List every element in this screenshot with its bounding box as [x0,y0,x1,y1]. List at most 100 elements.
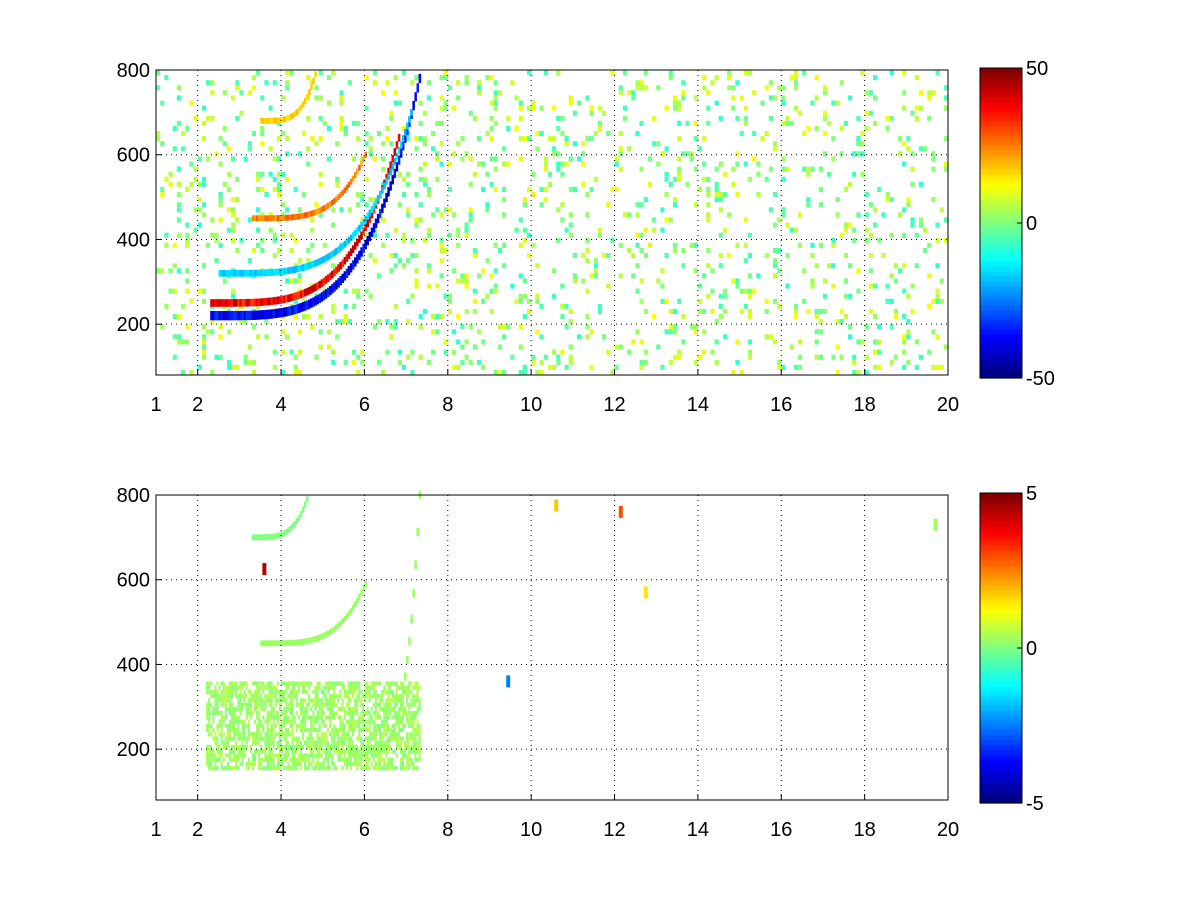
heatmap-cell [272,237,277,243]
heatmap-cell [356,136,361,142]
heatmap-cell [233,749,236,754]
heatmap-cell [510,354,515,360]
heatmap-cell [391,766,394,771]
heatmap-cell [906,329,911,335]
heatmap-cell [314,259,317,267]
heatmap-cell [652,141,657,147]
heatmap-cell [347,706,350,711]
heatmap-cell [702,329,707,335]
heatmap-cell [702,85,707,91]
heatmap-cell [368,740,371,745]
heatmap-cell [518,105,523,111]
x-tick-label: 12 [603,819,625,841]
heatmap-cell [456,80,461,86]
heatmap-cell [397,202,402,208]
heatmap-cell [404,706,407,711]
heatmap-cell [404,672,407,681]
heatmap-cell [185,268,190,274]
heatmap-cell [356,168,359,175]
heatmap-cell [320,736,323,741]
heatmap-cell [341,189,344,196]
heatmap-cell [814,339,819,345]
heatmap-cell [279,753,282,758]
heatmap-cell [848,324,853,330]
heatmap-cell [772,263,778,269]
heatmap-cell [818,202,823,208]
heatmap-cell [343,125,348,131]
heatmap-cell [806,125,811,131]
heatmap-cell [385,232,390,238]
heatmap-cell [835,369,840,375]
heatmap-cell [618,344,623,350]
heatmap-cell [241,753,244,758]
heatmap-cell [702,308,707,314]
heatmap-cell [347,80,352,86]
heatmap-cell [831,263,836,269]
heatmap-cell [341,749,344,754]
heatmap-cell [349,744,352,750]
heatmap-cell [635,202,640,208]
heatmap-cell [222,694,225,699]
heatmap-cell [341,766,344,771]
heatmap-cell [660,283,665,289]
heatmap-cell [597,303,603,309]
heatmap-cell [527,136,532,142]
heatmap-cell [839,125,844,131]
heatmap-cell [249,698,252,703]
heatmap-cell [410,757,413,762]
heatmap-cell [456,95,461,101]
heatmap-cell [362,156,365,163]
heatmap-cell [399,744,402,750]
heatmap-cell [381,766,384,771]
heatmap-cell [339,694,342,699]
heatmap-cell [368,197,373,203]
heatmap-cell [366,711,369,716]
heatmap-cell [472,344,477,350]
heatmap-cell [214,711,217,716]
heatmap-cell [672,95,678,101]
heatmap-cell [354,744,357,750]
colorbar-swatch [980,769,1022,775]
heatmap-cell [399,715,402,720]
heatmap-cell [339,319,344,325]
heatmap-cell [291,293,294,301]
heatmap-cell [256,215,259,222]
heatmap-cell [231,207,236,213]
heatmap-cell [297,278,302,284]
heatmap-cell [493,242,498,248]
heatmap-cell [218,694,221,699]
heatmap-cell [935,222,940,228]
heatmap-cell [660,227,665,233]
heatmap-cell [297,685,300,690]
heatmap-cell [560,171,565,177]
heatmap-cell [410,293,415,299]
heatmap-cell [347,698,350,703]
heatmap-cell [276,766,279,771]
heatmap-cell [902,364,907,370]
heatmap-cell [401,125,407,131]
heatmap-cell [341,740,344,745]
heatmap-cell [414,711,417,716]
heatmap-cell [610,369,615,375]
heatmap-cell [489,308,494,314]
heatmap-cell [304,288,307,297]
heatmap-cell [237,715,240,720]
heatmap-cell [389,702,392,707]
heatmap-cell [324,685,327,690]
heatmap-cell [324,744,327,750]
colorbar-swatch [980,140,1022,147]
heatmap-cell [260,310,263,320]
heatmap-cell [731,166,736,172]
heatmap-cell [881,212,886,218]
heatmap-cell [404,711,407,716]
heatmap-cell [347,702,350,707]
heatmap-cell [279,702,282,707]
heatmap-cell [270,732,273,737]
heatmap-cell [914,263,919,269]
heatmap-cell [889,115,894,121]
heatmap-cell [243,753,246,758]
heatmap-cell [176,166,181,172]
heatmap-cell [593,176,598,182]
heatmap-cell [485,207,490,213]
heatmap-cell [276,698,279,703]
